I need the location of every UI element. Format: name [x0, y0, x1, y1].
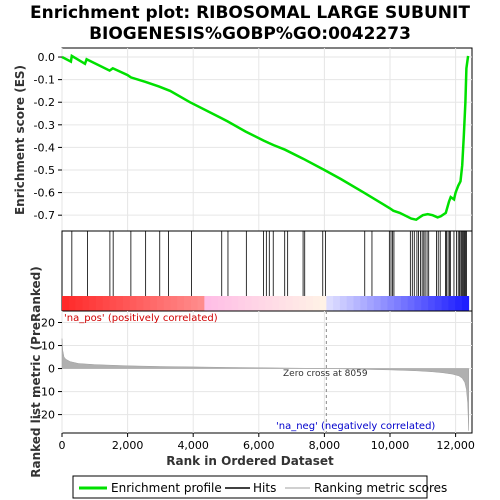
color-bar-segment: [204, 296, 212, 311]
color-bar-segment: [448, 296, 456, 311]
color-bar-segment: [306, 296, 314, 311]
color-bar-segment: [123, 296, 131, 311]
color-bar-segment: [251, 296, 259, 311]
color-bar-segment: [278, 296, 287, 311]
es-tick-label: -0.3: [34, 119, 55, 132]
color-bar-segment: [360, 296, 368, 311]
color-bar-segment: [224, 296, 232, 311]
color-bar-segment: [129, 296, 137, 311]
color-bar-segment: [421, 296, 429, 311]
es-tick-label: 0.0: [38, 51, 56, 64]
color-bar-segment: [428, 296, 436, 311]
color-bar-segment: [346, 296, 354, 311]
color-bar-segment: [89, 296, 97, 311]
x-tick-label: 10,000: [371, 439, 410, 452]
legend-metric-label: Ranking metric scores: [314, 481, 447, 495]
color-bar-segment: [258, 296, 266, 311]
ranking-metric-area: [61, 338, 469, 431]
color-bar-segment: [400, 296, 409, 311]
color-bar-segment: [109, 296, 117, 311]
color-bar-segment: [434, 296, 443, 311]
es-tick-label: -0.2: [34, 96, 55, 109]
color-bar-segment: [102, 296, 110, 311]
metric-tick-label: -10: [37, 386, 55, 399]
x-tick-label: 8,000: [309, 439, 341, 452]
color-bar-segment: [150, 296, 158, 311]
color-bar-segment: [333, 296, 341, 311]
color-bar-segment: [461, 296, 470, 311]
color-bar-segment: [326, 296, 334, 311]
color-bar-segment: [353, 296, 361, 311]
color-bar-segment: [292, 296, 300, 311]
color-bar-segment: [319, 296, 327, 311]
color-bar-segment: [238, 296, 246, 311]
es-tick-label: -0.4: [34, 141, 55, 154]
color-bar-segment: [136, 296, 144, 311]
color-bar-segment: [407, 296, 415, 311]
es-tick-label: -0.5: [34, 164, 55, 177]
es-tick-label: -0.1: [34, 74, 55, 87]
color-bar-segment: [68, 296, 76, 311]
x-tick-label: 0: [59, 439, 66, 452]
es-panel-frame: [61, 47, 473, 232]
color-bar-segment: [231, 296, 239, 311]
legend-es-label: Enrichment profile: [111, 481, 222, 495]
metric-tick-label: 0: [48, 363, 55, 376]
color-bar-segment: [156, 296, 165, 311]
color-bar-segment: [163, 296, 171, 311]
color-bar-segment: [184, 296, 192, 311]
color-bar-segment: [299, 296, 307, 311]
color-bar-segment: [190, 296, 198, 311]
rank-color-bar: [62, 296, 470, 311]
enrichment-profile-line: [61, 53, 470, 222]
color-bar-segment: [143, 296, 151, 311]
color-bar-segment: [312, 296, 320, 311]
color-bar-segment: [217, 296, 226, 311]
color-bar-segment: [339, 296, 348, 311]
color-bar-segment: [414, 296, 422, 311]
legend-box: [72, 475, 428, 499]
zero-cross-annotation: Zero cross at 8059: [283, 369, 368, 379]
color-bar-segment: [394, 296, 402, 311]
color-bar-segment: [62, 296, 70, 311]
es-tick-label: -0.7: [34, 209, 55, 222]
metric-tick-label: 10: [41, 340, 55, 353]
color-bar-segment: [285, 296, 293, 311]
color-bar-segment: [373, 296, 381, 311]
x-axis-label: Rank in Ordered Dataset: [166, 454, 334, 468]
color-bar-segment: [211, 296, 219, 311]
es-y-axis-label: Enrichment score (ES): [13, 65, 27, 215]
color-bar-segment: [455, 296, 463, 311]
metric-tick-label: 20: [41, 317, 55, 330]
color-bar-segment: [177, 296, 185, 311]
es-tick-label: -0.6: [34, 187, 55, 200]
color-bar-segment: [380, 296, 388, 311]
positive-annotation: 'na_pos' (positively correlated): [64, 313, 218, 324]
color-bar-segment: [197, 296, 205, 311]
color-bar-segment: [82, 296, 90, 311]
legend-hits-label: Hits: [253, 481, 276, 495]
color-bar-segment: [116, 296, 124, 311]
color-bar-segment: [170, 296, 178, 311]
color-bar-segment: [75, 296, 83, 311]
color-bar-segment: [95, 296, 104, 311]
color-bar-segment: [245, 296, 253, 311]
chart-title-line1: Enrichment plot: RIBOSOMAL LARGE SUBUNIT: [30, 3, 470, 23]
x-tick-label: 12,000: [436, 439, 475, 452]
x-tick-label: 6,000: [243, 439, 275, 452]
x-tick-label: 2,000: [112, 439, 144, 452]
color-bar-segment: [367, 296, 375, 311]
metric-tick-label: -20: [37, 409, 55, 422]
x-tick-label: 4,000: [177, 439, 209, 452]
chart-title-line2: BIOGENESIS%GOBP%GO:0042273: [89, 24, 411, 44]
color-bar-segment: [387, 296, 395, 311]
color-bar-segment: [272, 296, 280, 311]
metric-y-axis-label: Ranked list metric (PreRanked): [29, 266, 43, 478]
color-bar-segment: [441, 296, 449, 311]
negative-annotation: 'na_neg' (negatively correlated): [276, 421, 435, 432]
color-bar-segment: [265, 296, 273, 311]
metric-panel-frame: [61, 310, 473, 434]
